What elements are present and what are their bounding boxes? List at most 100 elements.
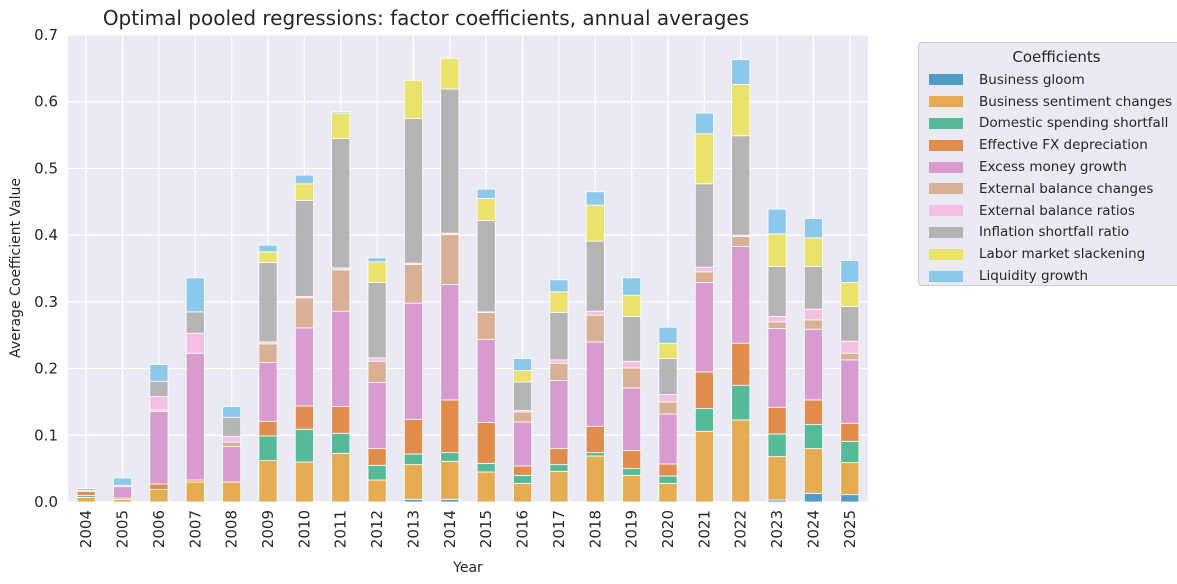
y-tick-label: 0.7 xyxy=(34,26,58,44)
bar-segment xyxy=(658,482,678,503)
bar-segment xyxy=(840,340,860,354)
x-axis-label: Year xyxy=(452,560,483,576)
bar-segment xyxy=(367,382,387,450)
bar-segment xyxy=(694,266,714,273)
bar-segment xyxy=(803,266,823,310)
bar-segment xyxy=(840,306,860,342)
y-axis-ticks: 0.0 0.1 0.2 0.3 0.4 0.5 0.6 0.7 xyxy=(34,26,58,511)
bar-segment xyxy=(658,463,678,477)
bar-segment xyxy=(585,204,605,242)
bar-segment xyxy=(622,387,642,452)
x-tick-label: 2008 xyxy=(223,510,241,548)
bar-segment xyxy=(731,135,751,236)
bar-segment xyxy=(840,352,860,361)
bar-segment xyxy=(440,88,460,234)
bar-segment xyxy=(513,474,533,484)
bar-segment xyxy=(731,246,751,344)
bar-segment xyxy=(658,401,678,415)
bar-segment xyxy=(476,462,496,473)
legend-item: External balance ratios xyxy=(929,200,1177,222)
bar-segment xyxy=(149,380,169,397)
bar-segment xyxy=(258,343,278,363)
bar-segment xyxy=(622,474,642,503)
bar-segment xyxy=(694,408,714,432)
x-tick-label: 2012 xyxy=(368,510,386,548)
bar-segment xyxy=(658,342,678,359)
legend-item: Business sentiment changes xyxy=(929,91,1177,113)
bar-segment xyxy=(803,448,823,494)
bar-segment xyxy=(513,370,533,383)
bar-segment xyxy=(440,57,460,90)
x-tick-label: 2017 xyxy=(550,510,568,548)
legend-label: Labor market slackening xyxy=(979,246,1146,263)
bar-segment xyxy=(549,279,569,293)
bar-segment xyxy=(185,481,205,503)
legend-label: External balance ratios xyxy=(979,202,1135,219)
bar-segment xyxy=(840,462,860,496)
bar-segment xyxy=(403,79,423,119)
bar-segment xyxy=(331,112,351,139)
bar-segment xyxy=(767,456,787,501)
bar-segment xyxy=(331,406,351,434)
bar-segment xyxy=(622,316,642,362)
bar-segment xyxy=(331,310,351,407)
bar-segment xyxy=(694,271,714,283)
x-tick-label: 2022 xyxy=(732,510,750,548)
x-tick-label: 2007 xyxy=(186,510,204,548)
y-tick-label: 0.4 xyxy=(34,226,58,244)
bar-segment xyxy=(185,332,205,354)
bar-segment xyxy=(549,291,569,313)
bar-segment xyxy=(731,342,751,386)
bar-segment xyxy=(476,198,496,221)
legend-label: Inflation shortfall ratio xyxy=(979,224,1130,241)
bar-segment xyxy=(258,244,278,253)
bar-segment xyxy=(622,294,642,317)
bar-segment xyxy=(803,308,823,321)
bar-segment xyxy=(294,428,314,463)
x-tick-label: 2019 xyxy=(623,510,641,548)
bar-segment xyxy=(694,430,714,503)
bar-segment xyxy=(658,358,678,395)
bar-segment xyxy=(367,257,387,263)
bar-segment xyxy=(513,411,533,423)
bar-segment xyxy=(149,488,169,503)
bar-segment xyxy=(731,236,751,247)
bar-segment xyxy=(476,188,496,199)
legend-label: Effective FX depreciation xyxy=(979,137,1148,154)
bar-segment xyxy=(367,261,387,283)
bar-segment xyxy=(694,133,714,185)
legend-swatch xyxy=(929,74,963,86)
bar-segment xyxy=(440,399,460,454)
legend: Coefficients Business gloom Business sent… xyxy=(918,42,1177,286)
bar-segment xyxy=(222,406,242,418)
legend-label: External balance changes xyxy=(979,180,1154,197)
bar-segment xyxy=(403,498,423,503)
bar-segment xyxy=(513,465,533,476)
bar-segment xyxy=(440,460,460,500)
x-tick-label: 2009 xyxy=(259,510,277,548)
legend-item: Domestic spending shortfall xyxy=(929,113,1177,135)
bar-segment xyxy=(731,59,751,85)
legend-swatch xyxy=(929,226,963,238)
bar-segment xyxy=(585,310,605,316)
bar-segment xyxy=(803,399,823,426)
bar-segment xyxy=(149,364,169,382)
bar-segment xyxy=(767,321,787,329)
legend-item: Liquidity growth xyxy=(929,265,1177,287)
bar-segment xyxy=(185,277,205,313)
legend-item: Effective FX depreciation xyxy=(929,134,1177,156)
x-tick-label: 2013 xyxy=(404,510,422,548)
y-tick-label: 0.6 xyxy=(34,93,58,111)
x-tick-label: 2020 xyxy=(659,510,677,548)
bar-segment xyxy=(622,367,642,389)
y-tick-label: 0.2 xyxy=(34,360,58,378)
bar-segment xyxy=(658,394,678,403)
y-axis-label: Average Coefficient Value xyxy=(8,178,24,358)
bar-segment xyxy=(403,418,423,455)
bar-segment xyxy=(331,269,351,312)
x-axis-ticks: 2004 2005 2006 2007 2008 2009 2010 2011 2012 2013… xyxy=(77,510,859,548)
x-tick-label: 2016 xyxy=(514,510,532,548)
bar-segment xyxy=(731,384,751,421)
bar-segment xyxy=(476,312,496,340)
bar-segment xyxy=(803,218,823,239)
